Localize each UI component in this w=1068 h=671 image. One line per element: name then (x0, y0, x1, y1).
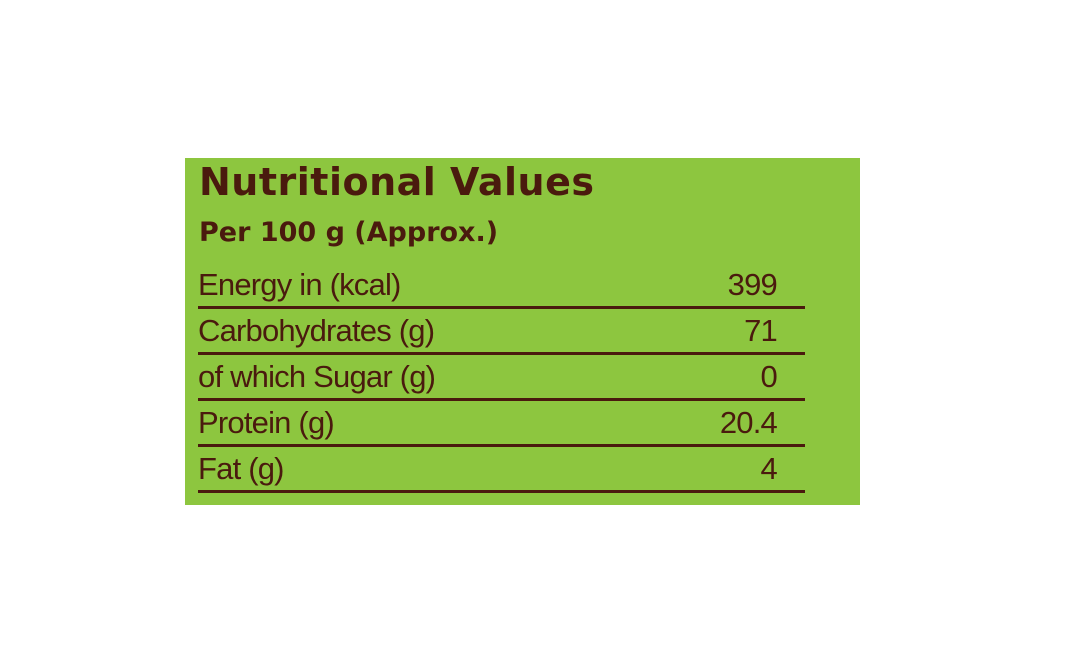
nutrient-label: Energy in (kcal) (198, 267, 401, 302)
table-row: of which Sugar (g) 0 (198, 354, 805, 401)
nutrient-value: 0 (760, 359, 778, 394)
table-row: Energy in (kcal) 399 (198, 262, 805, 309)
nutrient-label: Fat (g) (198, 451, 285, 486)
label-subtitle: Per 100 g (Approx.) (199, 217, 499, 248)
table-row: Protein (g) 20.4 (198, 400, 805, 447)
table-row: Fat (g) 4 (198, 446, 805, 493)
nutrition-label: Nutritional Values Per 100 g (Approx.) E… (185, 158, 860, 505)
nutrient-value: 20.4 (719, 405, 778, 440)
nutrient-label: of which Sugar (g) (198, 359, 436, 394)
label-title: Nutritional Values (199, 160, 595, 204)
nutrient-value: 71 (744, 313, 778, 348)
nutrient-label: Protein (g) (198, 405, 335, 440)
nutrient-label: Carbohydrates (g) (198, 313, 435, 348)
nutrient-value: 4 (760, 451, 778, 486)
nutrition-table: Energy in (kcal) 399 Carbohydrates (g) 71 … (198, 262, 805, 493)
nutrient-value: 399 (727, 267, 778, 302)
table-row: Carbohydrates (g) 71 (198, 308, 805, 355)
